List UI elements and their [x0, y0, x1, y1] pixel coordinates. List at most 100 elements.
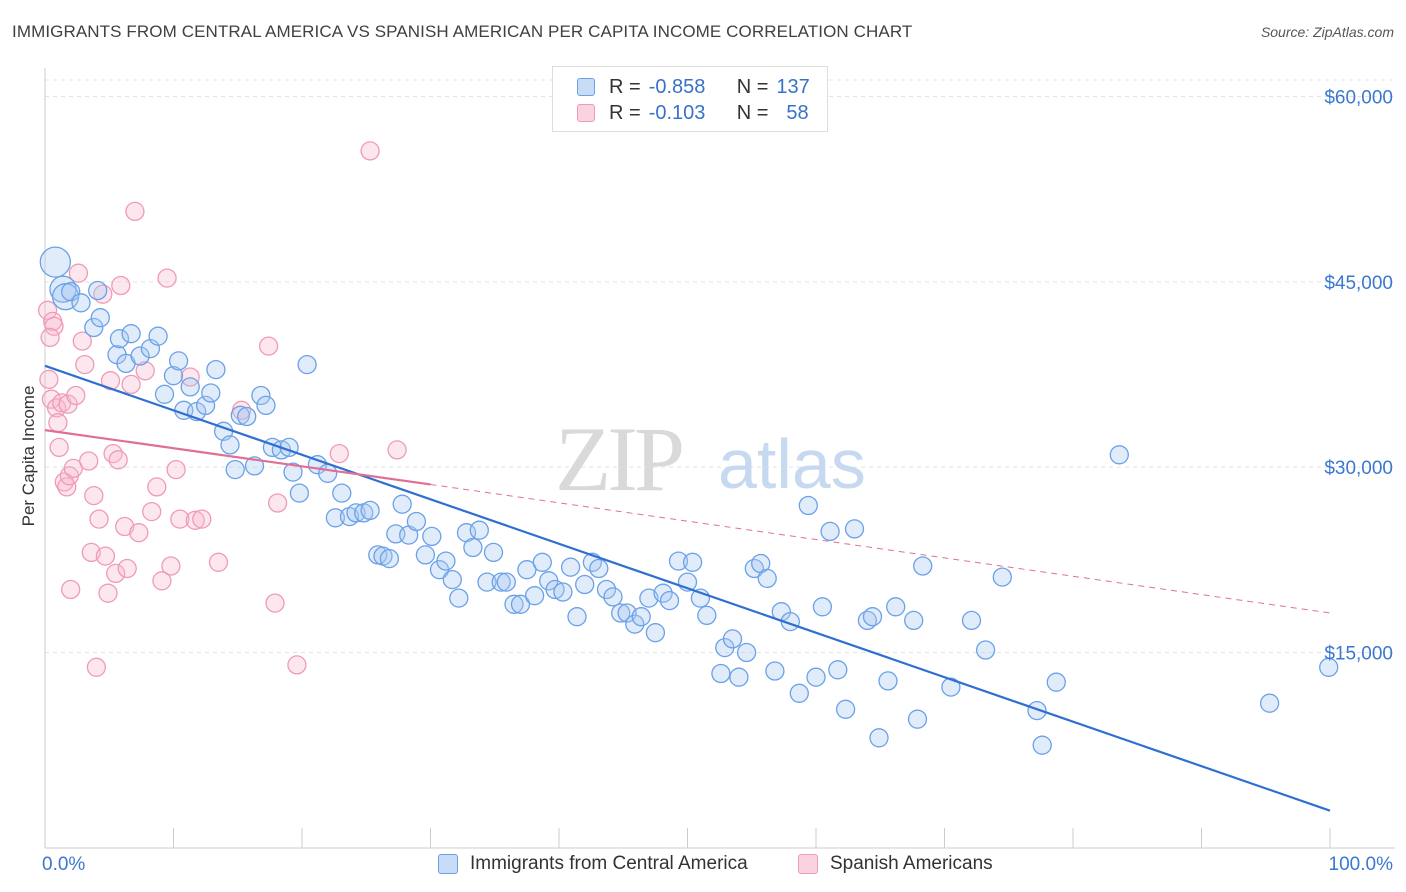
central-america-point — [469, 520, 489, 540]
central-america-point — [483, 542, 504, 563]
spanish-americans-point — [57, 477, 77, 497]
central-america-point — [806, 667, 826, 687]
spanish-americans-point — [125, 201, 145, 222]
central-america-point — [744, 558, 764, 579]
spanish-americans-point — [157, 268, 177, 288]
central-america-point — [1109, 445, 1129, 465]
central-america-point — [244, 456, 265, 476]
central-america-point — [765, 661, 785, 681]
spanish-americans-point — [121, 374, 141, 395]
legend-label: Spanish Americans — [830, 853, 993, 874]
central-america-point — [878, 671, 898, 691]
central-america-point — [297, 354, 317, 375]
spanish-americans-point — [142, 501, 162, 522]
stats-row-spanish-americans: R = -0.103 N = 58 — [577, 99, 809, 127]
central-america-point — [862, 607, 883, 627]
central-america-point — [121, 324, 141, 344]
x-tick-label: 0.0% — [42, 854, 85, 875]
stats-n-value: 58 — [786, 101, 809, 124]
spanish-americans-point — [161, 556, 181, 576]
central-america-point — [907, 709, 928, 729]
central-america-point — [812, 597, 833, 617]
central-america-point — [477, 572, 497, 592]
central-america-point — [283, 462, 303, 482]
legend-label: Immigrants from Central America — [470, 853, 748, 874]
legend-item-central-america[interactable]: Immigrants from Central America — [438, 852, 748, 876]
central-america-point — [844, 519, 865, 539]
central-america-point — [206, 359, 226, 380]
central-america-point — [442, 569, 462, 590]
central-america-point — [1046, 672, 1066, 692]
spanish-americans-point — [79, 451, 99, 471]
stats-swatch-pink — [577, 104, 595, 122]
central-america-point — [195, 395, 216, 416]
watermark-atlas: atlas — [718, 425, 866, 503]
central-america-point — [668, 551, 689, 571]
axes — [44, 68, 1395, 849]
spanish-americans-point — [63, 458, 83, 479]
central-america-point — [251, 385, 271, 406]
central-america-point — [71, 293, 91, 313]
spanish-americans-point — [103, 443, 123, 464]
stats-r-label: R = — [609, 101, 641, 124]
stats-r-value: -0.858 — [648, 75, 706, 98]
central-america-point — [415, 545, 436, 565]
central-america-point — [256, 395, 276, 416]
spanish-americans-trend-extension — [430, 483, 1331, 614]
spanish-americans-point — [86, 657, 107, 677]
spanish-americans-point — [100, 371, 121, 391]
y-tick-label: $30,000 — [1324, 458, 1393, 479]
spanish-americans-point — [387, 440, 407, 460]
central-america-point — [449, 588, 469, 608]
central-america-point — [941, 677, 961, 697]
central-america-point — [406, 511, 427, 532]
central-america-point — [1032, 735, 1052, 755]
spanish-americans-point — [75, 354, 95, 375]
central-america-point — [496, 572, 516, 592]
central-america-point — [225, 459, 245, 480]
spanish-americans-point — [98, 583, 118, 603]
stats-n-value: 137 — [776, 75, 810, 98]
central-america-point — [913, 556, 933, 576]
spanish-americans-point — [166, 459, 186, 480]
spanish-americans-point — [49, 437, 69, 458]
central-america-point — [463, 537, 483, 558]
spanish-americans-point — [185, 510, 205, 530]
central-america-point — [517, 560, 537, 580]
central-america-point — [904, 610, 924, 631]
spanish-americans-point — [106, 563, 126, 584]
central-america-point — [237, 406, 257, 427]
spanish-americans-point — [111, 275, 131, 296]
central-america-point — [553, 582, 573, 602]
central-america-point — [828, 660, 848, 680]
central-america-point — [757, 568, 777, 589]
y-tick-label: $60,000 — [1324, 88, 1393, 109]
central-america-point — [130, 346, 150, 366]
watermark-zip: ZIP — [555, 408, 682, 510]
spanish-americans-point — [44, 316, 64, 336]
central-america-point — [789, 683, 809, 703]
central-america-point — [722, 629, 743, 649]
spanish-americans-point — [287, 655, 307, 675]
central-america-point — [625, 614, 645, 634]
central-america-point — [379, 548, 400, 569]
central-america-point — [869, 728, 889, 748]
central-america-point — [491, 572, 511, 592]
x-tick-label: 100.0% — [1329, 854, 1394, 875]
central-america-point — [392, 494, 412, 514]
central-america-point — [659, 590, 680, 611]
spanish-americans-point — [329, 443, 349, 464]
central-america-point — [90, 308, 110, 328]
central-america-point — [835, 699, 856, 719]
central-america-point — [886, 597, 906, 617]
central-america-point — [611, 603, 631, 623]
central-america-point — [639, 588, 659, 608]
central-america-point — [325, 508, 346, 528]
central-america-point — [653, 583, 673, 603]
central-america-point — [163, 366, 184, 386]
source-credit: Source: ZipAtlas.com — [1260, 24, 1394, 40]
legend-item-spanish-americans[interactable]: Spanish Americans — [798, 852, 993, 876]
tick-labels: $15,000 $30,000 $45,000 $60,000 0.0% 100.0% — [42, 88, 1393, 876]
central-america-point — [168, 351, 189, 371]
